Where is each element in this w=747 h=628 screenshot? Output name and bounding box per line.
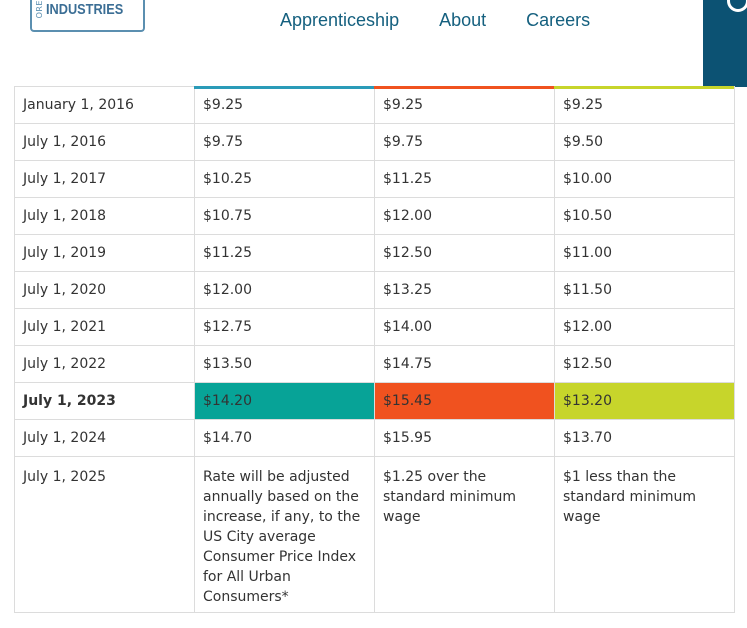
nonurban-rate-cell: $9.50 [554,123,735,161]
standard-rate-cell: $10.25 [194,160,375,198]
table-row: July 1, 2019 $11.25 $12.50 $11.00 [14,234,735,272]
portland-rate-cell: $12.00 [374,197,555,235]
table-row: July 1, 2016 $9.75 $9.75 $9.50 [14,123,735,161]
search-button[interactable] [703,0,747,87]
table-row: July 1, 2020 $12.00 $13.25 $11.50 [14,271,735,309]
standard-rate-cell: $12.75 [194,308,375,346]
nonurban-rate-cell: $13.70 [554,419,735,457]
date-cell: July 1, 2019 [14,234,195,272]
date-cell: July 1, 2021 [14,308,195,346]
minimum-wage-table: January 1, 2016 $9.25 $9.25 $9.25 July 1… [14,86,735,613]
logo-small-text: ORE [35,0,44,18]
nonurban-rate-cell: $10.50 [554,197,735,235]
main-nav: Apprenticeship About Careers [280,10,630,31]
date-cell: July 1, 2024 [14,419,195,457]
date-cell: July 1, 2023 [14,382,195,420]
date-cell: July 1, 2025 [14,456,195,613]
table-row: July 1, 2017 $10.25 $11.25 $10.00 [14,160,735,198]
standard-rate-cell: $12.00 [194,271,375,309]
standard-rate-cell: $14.70 [194,419,375,457]
nav-link-about[interactable]: About [439,10,487,30]
column-accent-nonurban [554,86,734,89]
nonurban-rate-cell: $11.50 [554,271,735,309]
date-cell: January 1, 2016 [14,86,195,124]
column-accent-portland [374,86,554,89]
table-row: July 1, 2021 $12.75 $14.00 $12.00 [14,308,735,346]
table-row: July 1, 2022 $13.50 $14.75 $12.50 [14,345,735,383]
nonurban-rate-cell: $11.00 [554,234,735,272]
site-logo[interactable]: ORE INDUSTRIES [30,0,145,32]
portland-rate-cell: $9.25 [374,86,555,124]
nav-link-careers[interactable]: Careers [526,10,591,30]
logo-text: INDUSTRIES [46,1,124,18]
standard-rate-cell: $10.75 [194,197,375,235]
standard-rate-cell: $9.75 [194,123,375,161]
date-cell: July 1, 2018 [14,197,195,235]
table-row: January 1, 2016 $9.25 $9.25 $9.25 [14,86,735,124]
portland-rate-cell: $12.50 [374,234,555,272]
date-cell: July 1, 2016 [14,123,195,161]
portland-rate-cell-highlighted: $15.45 [374,382,555,420]
standard-rate-cell: $13.50 [194,345,375,383]
nonurban-rate-cell: $12.50 [554,345,735,383]
standard-rate-cell-highlighted: $14.20 [194,382,375,420]
nonurban-rate-cell: $9.25 [554,86,735,124]
table-row: July 1, 2024 $14.70 $15.95 $13.70 [14,419,735,457]
nonurban-rate-cell: $12.00 [554,308,735,346]
portland-rate-cell: $14.75 [374,345,555,383]
portland-rate-cell: $11.25 [374,160,555,198]
standard-rate-cell: Rate will be adjusted annually based on … [194,456,375,613]
nonurban-rate-cell: $10.00 [554,160,735,198]
nonurban-rate-cell-highlighted: $13.20 [554,382,735,420]
table-row-current: July 1, 2023 $14.20 $15.45 $13.20 [14,382,735,420]
table-row: July 1, 2025 Rate will be adjusted annua… [14,456,735,613]
table-row: July 1, 2018 $10.75 $12.00 $10.50 [14,197,735,235]
portland-rate-cell: $13.25 [374,271,555,309]
portland-rate-cell: $1.25 over the standard minimum wage [374,456,555,613]
search-icon [727,0,747,12]
portland-rate-cell: $14.00 [374,308,555,346]
standard-rate-cell: $9.25 [194,86,375,124]
minimum-wage-table-wrap: January 1, 2016 $9.25 $9.25 $9.25 July 1… [14,86,735,613]
standard-rate-cell: $11.25 [194,234,375,272]
date-cell: July 1, 2022 [14,345,195,383]
date-cell: July 1, 2020 [14,271,195,309]
portland-rate-cell: $9.75 [374,123,555,161]
portland-rate-cell: $15.95 [374,419,555,457]
date-cell: July 1, 2017 [14,160,195,198]
nav-link-apprenticeship[interactable]: Apprenticeship [280,10,400,30]
nonurban-rate-cell: $1 less than the standard minimum wage [554,456,735,613]
column-accent-standard [194,86,374,89]
